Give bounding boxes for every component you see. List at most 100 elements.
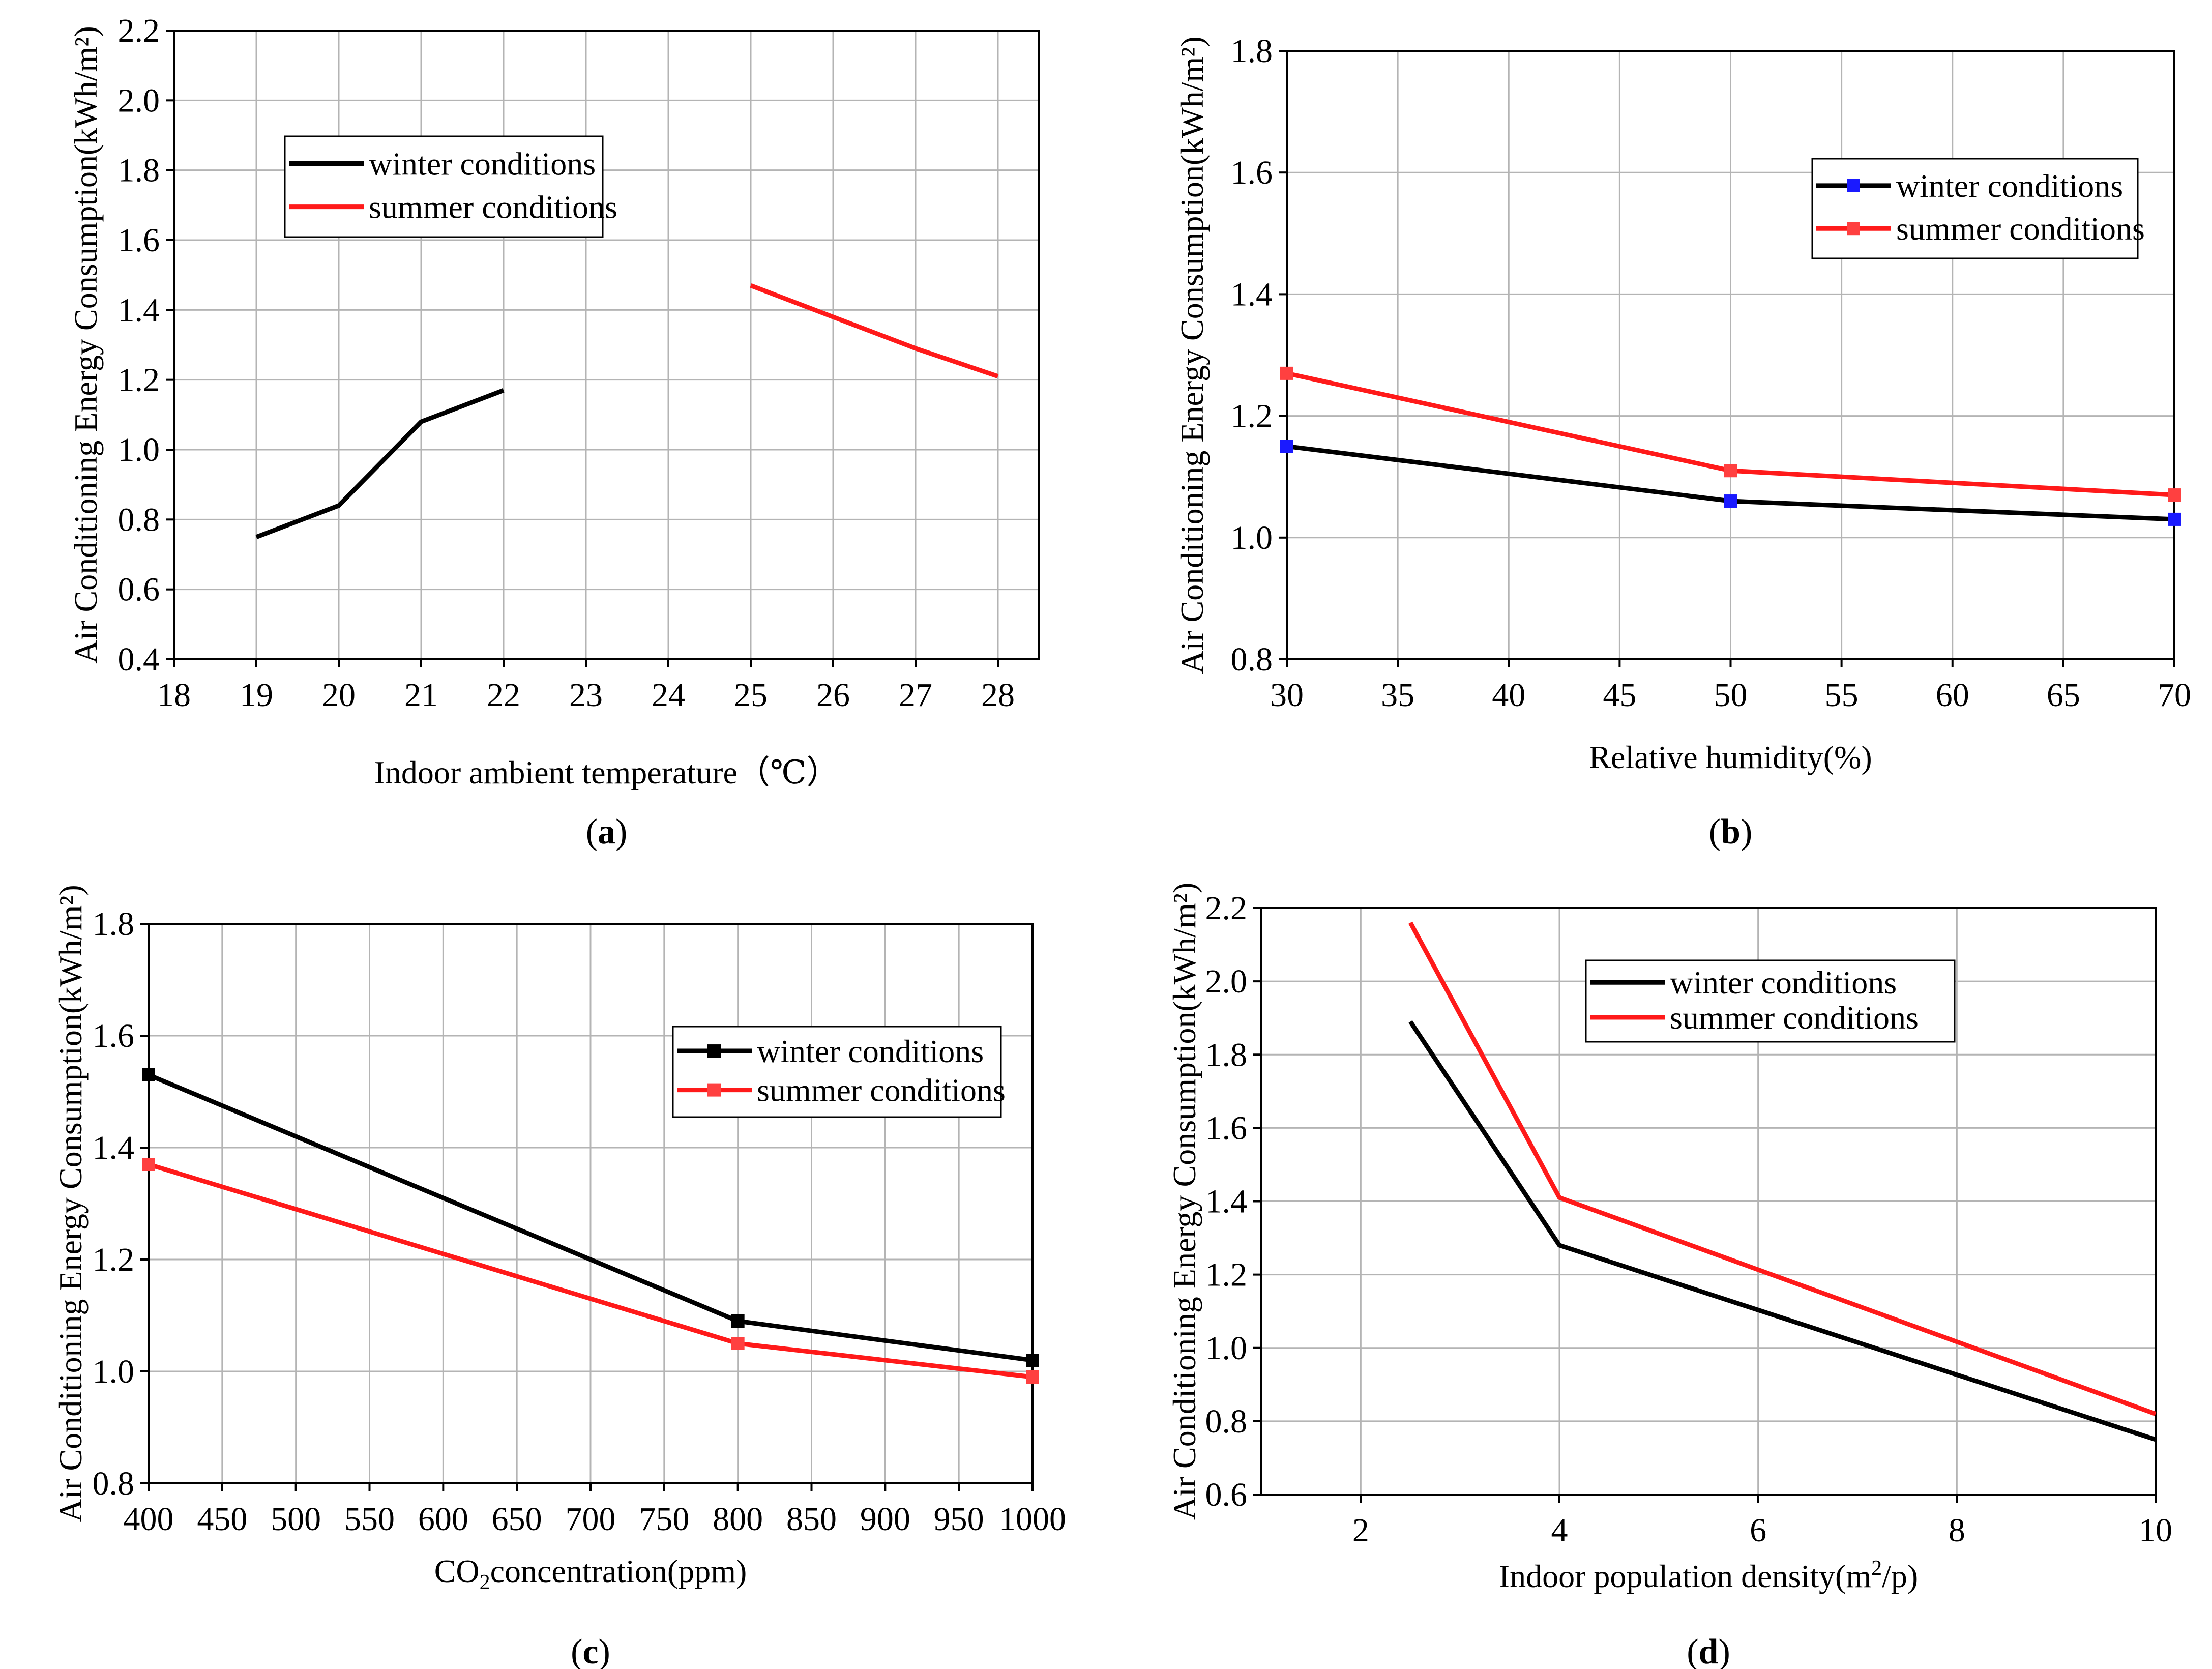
y-tick-label: 1.0 — [93, 1353, 135, 1390]
y-tick-label: 1.4 — [1205, 1183, 1248, 1220]
x-axis-label-c: CO2concentration(ppm) — [434, 1553, 747, 1594]
x-axis-label-c-main: CO — [434, 1553, 480, 1589]
y-tick-label: 1.8 — [118, 152, 160, 189]
x-axis-label-d: Indoor population density(m2/p) — [1499, 1557, 1918, 1594]
y-tick-label: 1.2 — [1231, 398, 1273, 435]
legend-box — [284, 135, 604, 238]
legend-label-winter: winter conditions — [1896, 168, 2123, 204]
y-axis-label-a: Air Conditioning Energy Consumption(kWh/… — [68, 26, 104, 664]
legend-box — [1811, 158, 2139, 259]
ticks-b: 30 35 40 45 50 55 60 65 70 0.8 1.0 1.2 1.4 1.6 1.8 — [1231, 33, 2192, 714]
x-tick-label: 24 — [652, 677, 685, 714]
y-tick-label: 0.6 — [118, 571, 160, 608]
panel-label-d: (d) — [1687, 1632, 1730, 1669]
x-tick-label: 1000 — [999, 1501, 1066, 1538]
x-tick-label: 650 — [492, 1501, 542, 1538]
x-tick-label: 22 — [487, 677, 520, 714]
x-tick-label: 4 — [1551, 1512, 1568, 1549]
data-point-winter — [731, 1314, 745, 1328]
x-tick-label: 21 — [404, 677, 438, 714]
x-tick-label: 600 — [418, 1501, 468, 1538]
legend-label-summer: summer conditions — [1896, 211, 2145, 247]
y-tick-label: 2.2 — [1205, 890, 1248, 927]
data-point-summer — [1026, 1370, 1039, 1384]
data-point-summer — [1280, 366, 1293, 380]
series-lines-d — [1408, 921, 2157, 1442]
x-tick-label: 27 — [899, 677, 932, 714]
ticks-c: 400 450 500 550 600 650 700 750 800 850 900 950 1000… — [93, 905, 1067, 1538]
y-tick-label: 1.2 — [1205, 1256, 1248, 1294]
chart-panel-a: 18 19 20 21 22 23 24 25 26 27 28 0.4 0.6 0.8 1.0 1.2 1.4… — [68, 12, 1040, 852]
data-point-summer — [142, 1158, 155, 1171]
x-tick-label: 900 — [860, 1501, 910, 1538]
panel-letter-d: d — [1699, 1632, 1719, 1669]
x-tick-label: 850 — [786, 1501, 837, 1538]
chart-panel-c: 400 450 500 550 600 650 700 750 800 850 900 950 1000… — [52, 885, 1066, 1669]
data-point-winter — [1026, 1354, 1039, 1367]
legend-marker-summer — [707, 1083, 721, 1097]
x-tick-label: 30 — [1270, 677, 1304, 714]
panel-letter-c: c — [582, 1632, 598, 1669]
x-tick-label: 400 — [124, 1501, 174, 1538]
y-tick-label: 1.4 — [1231, 276, 1273, 313]
series-lines-a — [255, 283, 999, 539]
x-axis-label-d-sup: 2 — [1871, 1557, 1882, 1580]
legend-box — [672, 1026, 1002, 1118]
y-tick-label: 0.8 — [93, 1465, 135, 1502]
data-point-winter — [1724, 494, 1737, 508]
chart-panel-d: 2 4 6 8 10 0.6 0.8 1.0 1.2 1.4 1.6 1.8 2.0 2.2 winter… — [1166, 883, 2172, 1669]
data-point-summer — [1724, 464, 1737, 478]
x-tick-label: 20 — [322, 677, 356, 714]
y-tick-label: 1.6 — [93, 1017, 135, 1055]
series-line-summer — [750, 283, 999, 379]
grid-b — [1286, 50, 2175, 660]
y-axis-label-c: Air Conditioning Energy Consumption(kWh/… — [52, 885, 89, 1522]
y-axis-label-b: Air Conditioning Energy Consumption(kWh/… — [1174, 36, 1210, 674]
x-tick-label: 45 — [1603, 677, 1636, 714]
y-tick-label: 1.6 — [1205, 1109, 1248, 1147]
y-tick-label: 1.0 — [1205, 1330, 1248, 1367]
series-lines-b — [1280, 366, 2181, 526]
legend-label-summer: summer conditions — [1670, 1000, 1919, 1036]
data-point-summer — [731, 1337, 745, 1350]
x-tick-label: 40 — [1492, 677, 1525, 714]
x-tick-label: 18 — [157, 677, 191, 714]
data-point-summer — [2168, 488, 2181, 502]
y-axis-label-d: Air Conditioning Energy Consumption(kWh/… — [1166, 883, 1202, 1520]
x-tick-label: 700 — [566, 1501, 616, 1538]
x-tick-label: 6 — [1750, 1512, 1766, 1549]
panel-label-b: (b) — [1709, 812, 1753, 852]
y-tick-label: 1.0 — [1231, 519, 1273, 557]
y-tick-label: 1.6 — [118, 222, 160, 259]
y-tick-label: 1.4 — [118, 291, 160, 329]
y-tick-label: 1.8 — [1205, 1036, 1248, 1073]
x-axis-label-d-rest: /p) — [1882, 1558, 1918, 1594]
series-line-winter — [1408, 1020, 2157, 1442]
y-tick-label: 0.8 — [118, 501, 160, 538]
x-tick-label: 750 — [639, 1501, 689, 1538]
legend-marker-winter — [707, 1044, 721, 1058]
x-tick-label: 28 — [981, 677, 1015, 714]
y-tick-label: 1.2 — [93, 1241, 135, 1278]
y-tick-label: 1.2 — [118, 362, 160, 399]
panel-letter-a: a — [598, 812, 615, 852]
x-tick-label: 500 — [271, 1501, 321, 1538]
x-tick-label: 23 — [569, 677, 603, 714]
legend-b: winter conditions summer conditions — [1811, 158, 2145, 259]
y-tick-label: 2.2 — [118, 12, 160, 49]
x-tick-label: 65 — [2047, 677, 2080, 714]
y-tick-label: 1.0 — [118, 431, 160, 469]
panel-letter-b: b — [1721, 812, 1741, 852]
x-tick-label: 2 — [1352, 1512, 1369, 1549]
y-tick-label: 2.0 — [1205, 963, 1248, 1000]
legend-label-summer: summer conditions — [369, 189, 617, 225]
legend-label-winter: winter conditions — [369, 145, 596, 182]
panel-label-c: (c) — [571, 1632, 610, 1669]
x-axis-label-c-sub: 2 — [480, 1571, 490, 1594]
x-tick-label: 10 — [2139, 1512, 2172, 1549]
data-point-winter — [2168, 512, 2181, 526]
chart-panel-b: 30 35 40 45 50 55 60 65 70 0.8 1.0 1.2 1.4 1.6 1.8 win… — [1174, 33, 2191, 852]
